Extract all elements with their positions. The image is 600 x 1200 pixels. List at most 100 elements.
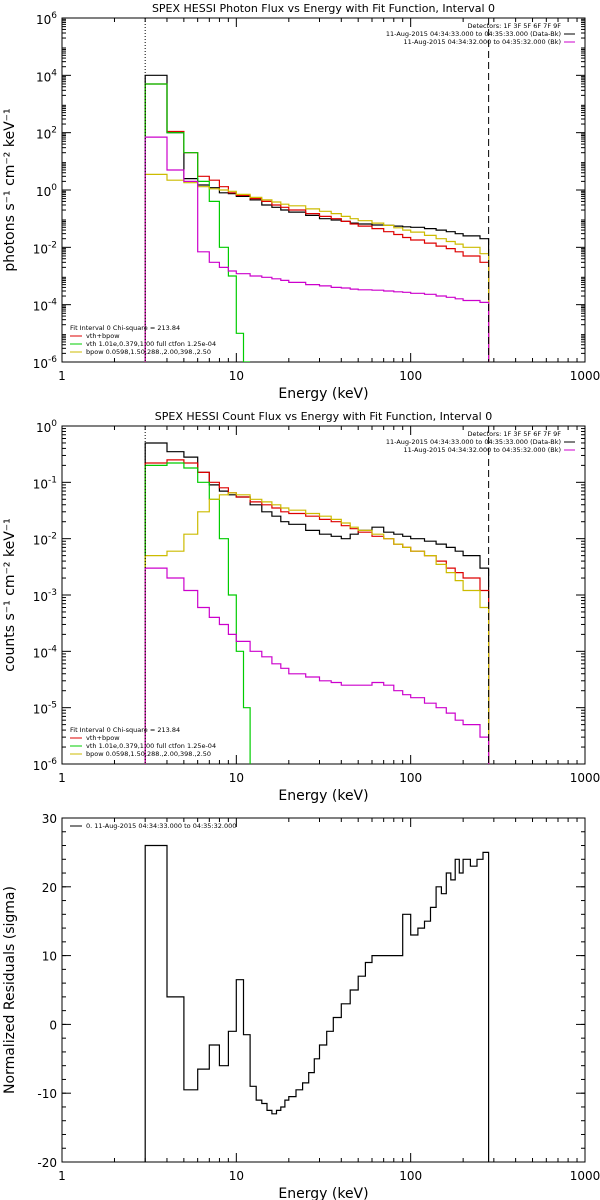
- fit-legend-entry: vth+bpow: [86, 332, 120, 340]
- chart-panel-2: SPEX HESSI Count Flux vs Energy with Fit…: [2, 410, 600, 804]
- y-tick-label: -20: [37, 1156, 57, 1170]
- y-tick-label: 10-6: [33, 355, 58, 371]
- x-tick-label: 1000: [570, 1169, 600, 1183]
- y-tick-base: 10: [33, 242, 48, 256]
- legend-entry: 11-Aug-2015 04:34:33.000 to 04:35:33.000…: [386, 30, 561, 38]
- y-tick-exp: -2: [48, 532, 57, 542]
- x-axis-label: Energy (keV): [278, 1186, 368, 1200]
- x-tick-label: 100: [399, 771, 422, 785]
- y-tick-exp: 0: [51, 419, 57, 429]
- chart-title: SPEX HESSI Photon Flux vs Energy with Fi…: [152, 2, 495, 15]
- y-tick-exp: -4: [48, 298, 57, 308]
- chart-title: SPEX HESSI Count Flux vs Energy with Fit…: [155, 410, 492, 423]
- x-axis-label: Energy (keV): [278, 386, 368, 402]
- chart-panel-1: SPEX HESSI Photon Flux vs Energy with Fi…: [2, 2, 600, 402]
- series-line-4: [144, 492, 490, 764]
- y-tick-exp: 4: [51, 68, 57, 78]
- y-tick-label: 100: [36, 419, 57, 435]
- y-tick-exp: -2: [48, 240, 57, 250]
- fit-legend-entry: vth 1.01e,0.379,1.00 full ctfon 1.25e-04: [86, 340, 216, 348]
- y-tick-exp: -4: [48, 644, 57, 654]
- y-tick-base: 10: [33, 534, 48, 548]
- series-line-5: [144, 136, 490, 362]
- x-tick-label: 10: [229, 1169, 244, 1183]
- y-tick-label: 30: [42, 812, 57, 826]
- y-tick-exp: -6: [48, 355, 57, 365]
- fit-legend-entry: bpow 0.0598,1.50,288.,2.00,398.,2.50: [86, 750, 211, 758]
- y-axis-label: counts s⁻¹ cm⁻² keV⁻¹: [2, 518, 18, 672]
- y-tick-label: 106: [36, 11, 57, 27]
- series-line-1: [144, 844, 490, 1162]
- y-tick-label: 10-2: [33, 240, 57, 256]
- y-tick-base: 10: [33, 759, 48, 773]
- series-line-1: [144, 442, 490, 764]
- x-tick-label: 100: [399, 369, 422, 383]
- y-tick-label: 104: [36, 68, 57, 84]
- y-tick-label: 10-4: [33, 298, 58, 314]
- legend-entry: Detectors: 1F 3F 5F 6F 7F 9F: [467, 430, 561, 438]
- y-tick-label: 10-5: [33, 701, 57, 717]
- fit-legend-header: Fit Interval 0 Chi-square = 213.84: [70, 726, 180, 734]
- y-tick-label: 10-6: [33, 757, 58, 773]
- y-tick-exp: 6: [51, 11, 57, 21]
- fit-legend-entry: bpow 0.0598,1.50,288.,2.00,398.,2.50: [86, 348, 211, 356]
- y-tick-exp: 2: [51, 126, 57, 136]
- y-tick-base: 10: [36, 13, 51, 27]
- y-tick-base: 10: [33, 590, 48, 604]
- y-tick-exp: -6: [48, 757, 57, 767]
- legend-entry: 11-Aug-2015 04:34:32.000 to 04:35:32.000…: [404, 446, 561, 454]
- y-tick-base: 10: [36, 128, 51, 142]
- legend-entry: 11-Aug-2015 04:34:33.000 to 04:35:33.000…: [386, 438, 561, 446]
- series-line-2: [144, 83, 490, 362]
- series-line-4: [144, 173, 490, 362]
- series-line-3: [144, 83, 251, 362]
- x-tick-label: 1000: [570, 369, 600, 383]
- fit-legend-entry: vth 1.01e,0.379,1.00 full ctfon 1.25e-04: [86, 742, 216, 750]
- y-tick-label: 100: [36, 183, 57, 199]
- x-tick-label: 10: [229, 771, 244, 785]
- x-axis-label: Energy (keV): [278, 788, 368, 804]
- y-tick-label: -10: [37, 1087, 57, 1101]
- series-group: [144, 442, 490, 764]
- y-tick-base: 10: [36, 421, 51, 435]
- y-tick-base: 10: [33, 357, 48, 371]
- x-tick-label: 1: [58, 1169, 66, 1183]
- y-tick-base: 10: [33, 703, 48, 717]
- series-group: [144, 74, 490, 362]
- y-tick-exp: -1: [48, 475, 57, 485]
- series-line-2: [144, 459, 490, 764]
- fit-legend-header: Fit Interval 0 Chi-square = 213.84: [70, 324, 180, 332]
- y-tick-base: 10: [33, 477, 48, 491]
- y-tick-base: 10: [33, 300, 48, 314]
- y-tick-exp: -5: [48, 701, 57, 711]
- axes-frame: [61, 425, 586, 765]
- y-tick-label: 20: [42, 881, 57, 895]
- y-tick-exp: -3: [48, 588, 57, 598]
- axes-frame: [61, 817, 586, 1163]
- y-tick-label: 102: [36, 126, 57, 142]
- series-line-3: [144, 462, 251, 764]
- y-axis-label: photons s⁻¹ cm⁻² keV⁻¹: [2, 108, 18, 271]
- y-tick-base: 10: [36, 70, 51, 84]
- y-tick-exp: 0: [51, 183, 57, 193]
- chart-panel-3: 1 10 100 1000 -20 -10 0 10 20 30 Energy (keV) Norma…: [2, 812, 600, 1200]
- y-tick-label: 10-3: [33, 588, 57, 604]
- legend-entry: 11-Aug-2015 04:34:32.000 to 04:35:32.000…: [404, 38, 561, 46]
- series-line-5: [144, 567, 490, 764]
- y-tick-label: 10: [42, 950, 57, 964]
- y-tick-label: 10-4: [33, 644, 58, 660]
- x-tick-label: 1000: [570, 771, 600, 785]
- axes-frame: [61, 17, 586, 363]
- x-tick-label: 1: [58, 771, 66, 785]
- y-tick-label: 10-2: [33, 532, 57, 548]
- y-tick-base: 10: [33, 646, 48, 660]
- y-tick-base: 10: [36, 185, 51, 199]
- x-tick-label: 10: [229, 369, 244, 383]
- series-group: [144, 844, 490, 1162]
- x-tick-label: 100: [399, 1169, 422, 1183]
- legend-entry: 0. 11-Aug-2015 04:34:33.000 to 04:35:32.…: [86, 822, 236, 830]
- x-tick-label: 1: [58, 369, 66, 383]
- fit-legend-entry: vth+bpow: [86, 734, 120, 742]
- series-line-1: [144, 74, 490, 362]
